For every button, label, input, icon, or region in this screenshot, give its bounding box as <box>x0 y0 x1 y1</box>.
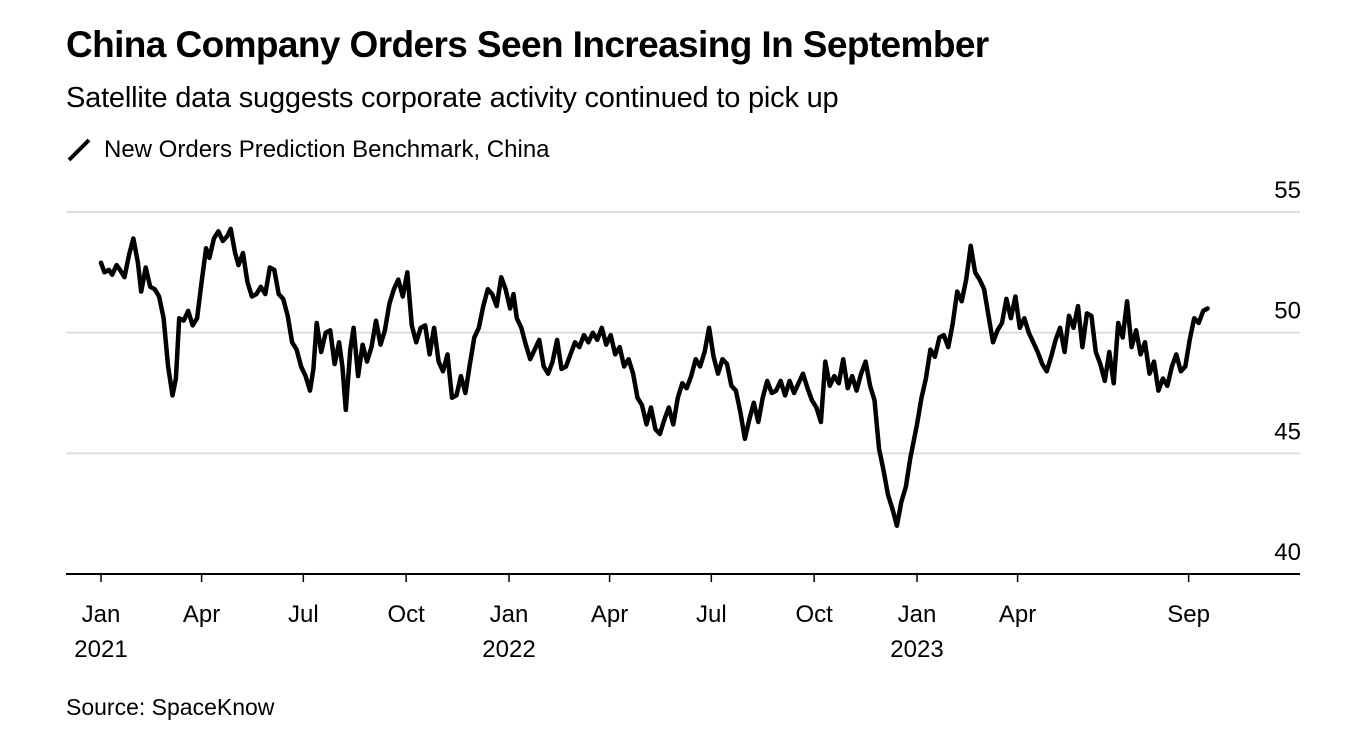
x-tick-label: Sep <box>1167 601 1210 628</box>
x-tick-year-label: 2021 <box>74 636 127 663</box>
x-tick-label: Oct <box>387 601 425 628</box>
y-tick-label-50: 50 <box>1274 298 1301 325</box>
source-note: Source: SpaceKnow <box>66 694 275 720</box>
x-tick-label: Jul <box>288 601 319 628</box>
y-tick-label-40: 40 <box>1274 539 1301 566</box>
x-tick-label: Apr <box>591 601 628 628</box>
chart-subtitle: Satellite data suggests corporate activi… <box>66 82 839 114</box>
legend: New Orders Prediction Benchmark, China <box>66 136 550 164</box>
series-line-new-orders <box>98 226 1210 528</box>
x-axis: Jan 2021 Apr Jul Oct Jan 2022 Apr Jul Oct Jan 2023 A… <box>66 573 1300 663</box>
y-tick-label-45: 45 <box>1274 418 1301 445</box>
x-tick-label: Apr <box>999 601 1036 628</box>
x-tick-label: Jan <box>898 601 937 628</box>
legend-line-icon <box>67 138 91 162</box>
x-tick-label: Jul <box>696 601 727 628</box>
x-tick-year-label: 2022 <box>482 636 535 663</box>
y-axis-ticks: 55 50 45 40 <box>1274 177 1301 566</box>
x-tick-label: Jan <box>490 601 529 628</box>
series-layer <box>98 226 1210 528</box>
x-tick-label: Oct <box>795 601 833 628</box>
legend-label: New Orders Prediction Benchmark, China <box>104 136 550 163</box>
gridlines <box>66 211 1300 455</box>
x-tick-label: Apr <box>183 601 220 628</box>
x-tick-year-label: 2023 <box>890 636 943 663</box>
chart-title: China Company Orders Seen Increasing In … <box>66 24 989 65</box>
y-tick-label-55: 55 <box>1274 177 1301 204</box>
x-tick-label: Jan <box>82 601 121 628</box>
